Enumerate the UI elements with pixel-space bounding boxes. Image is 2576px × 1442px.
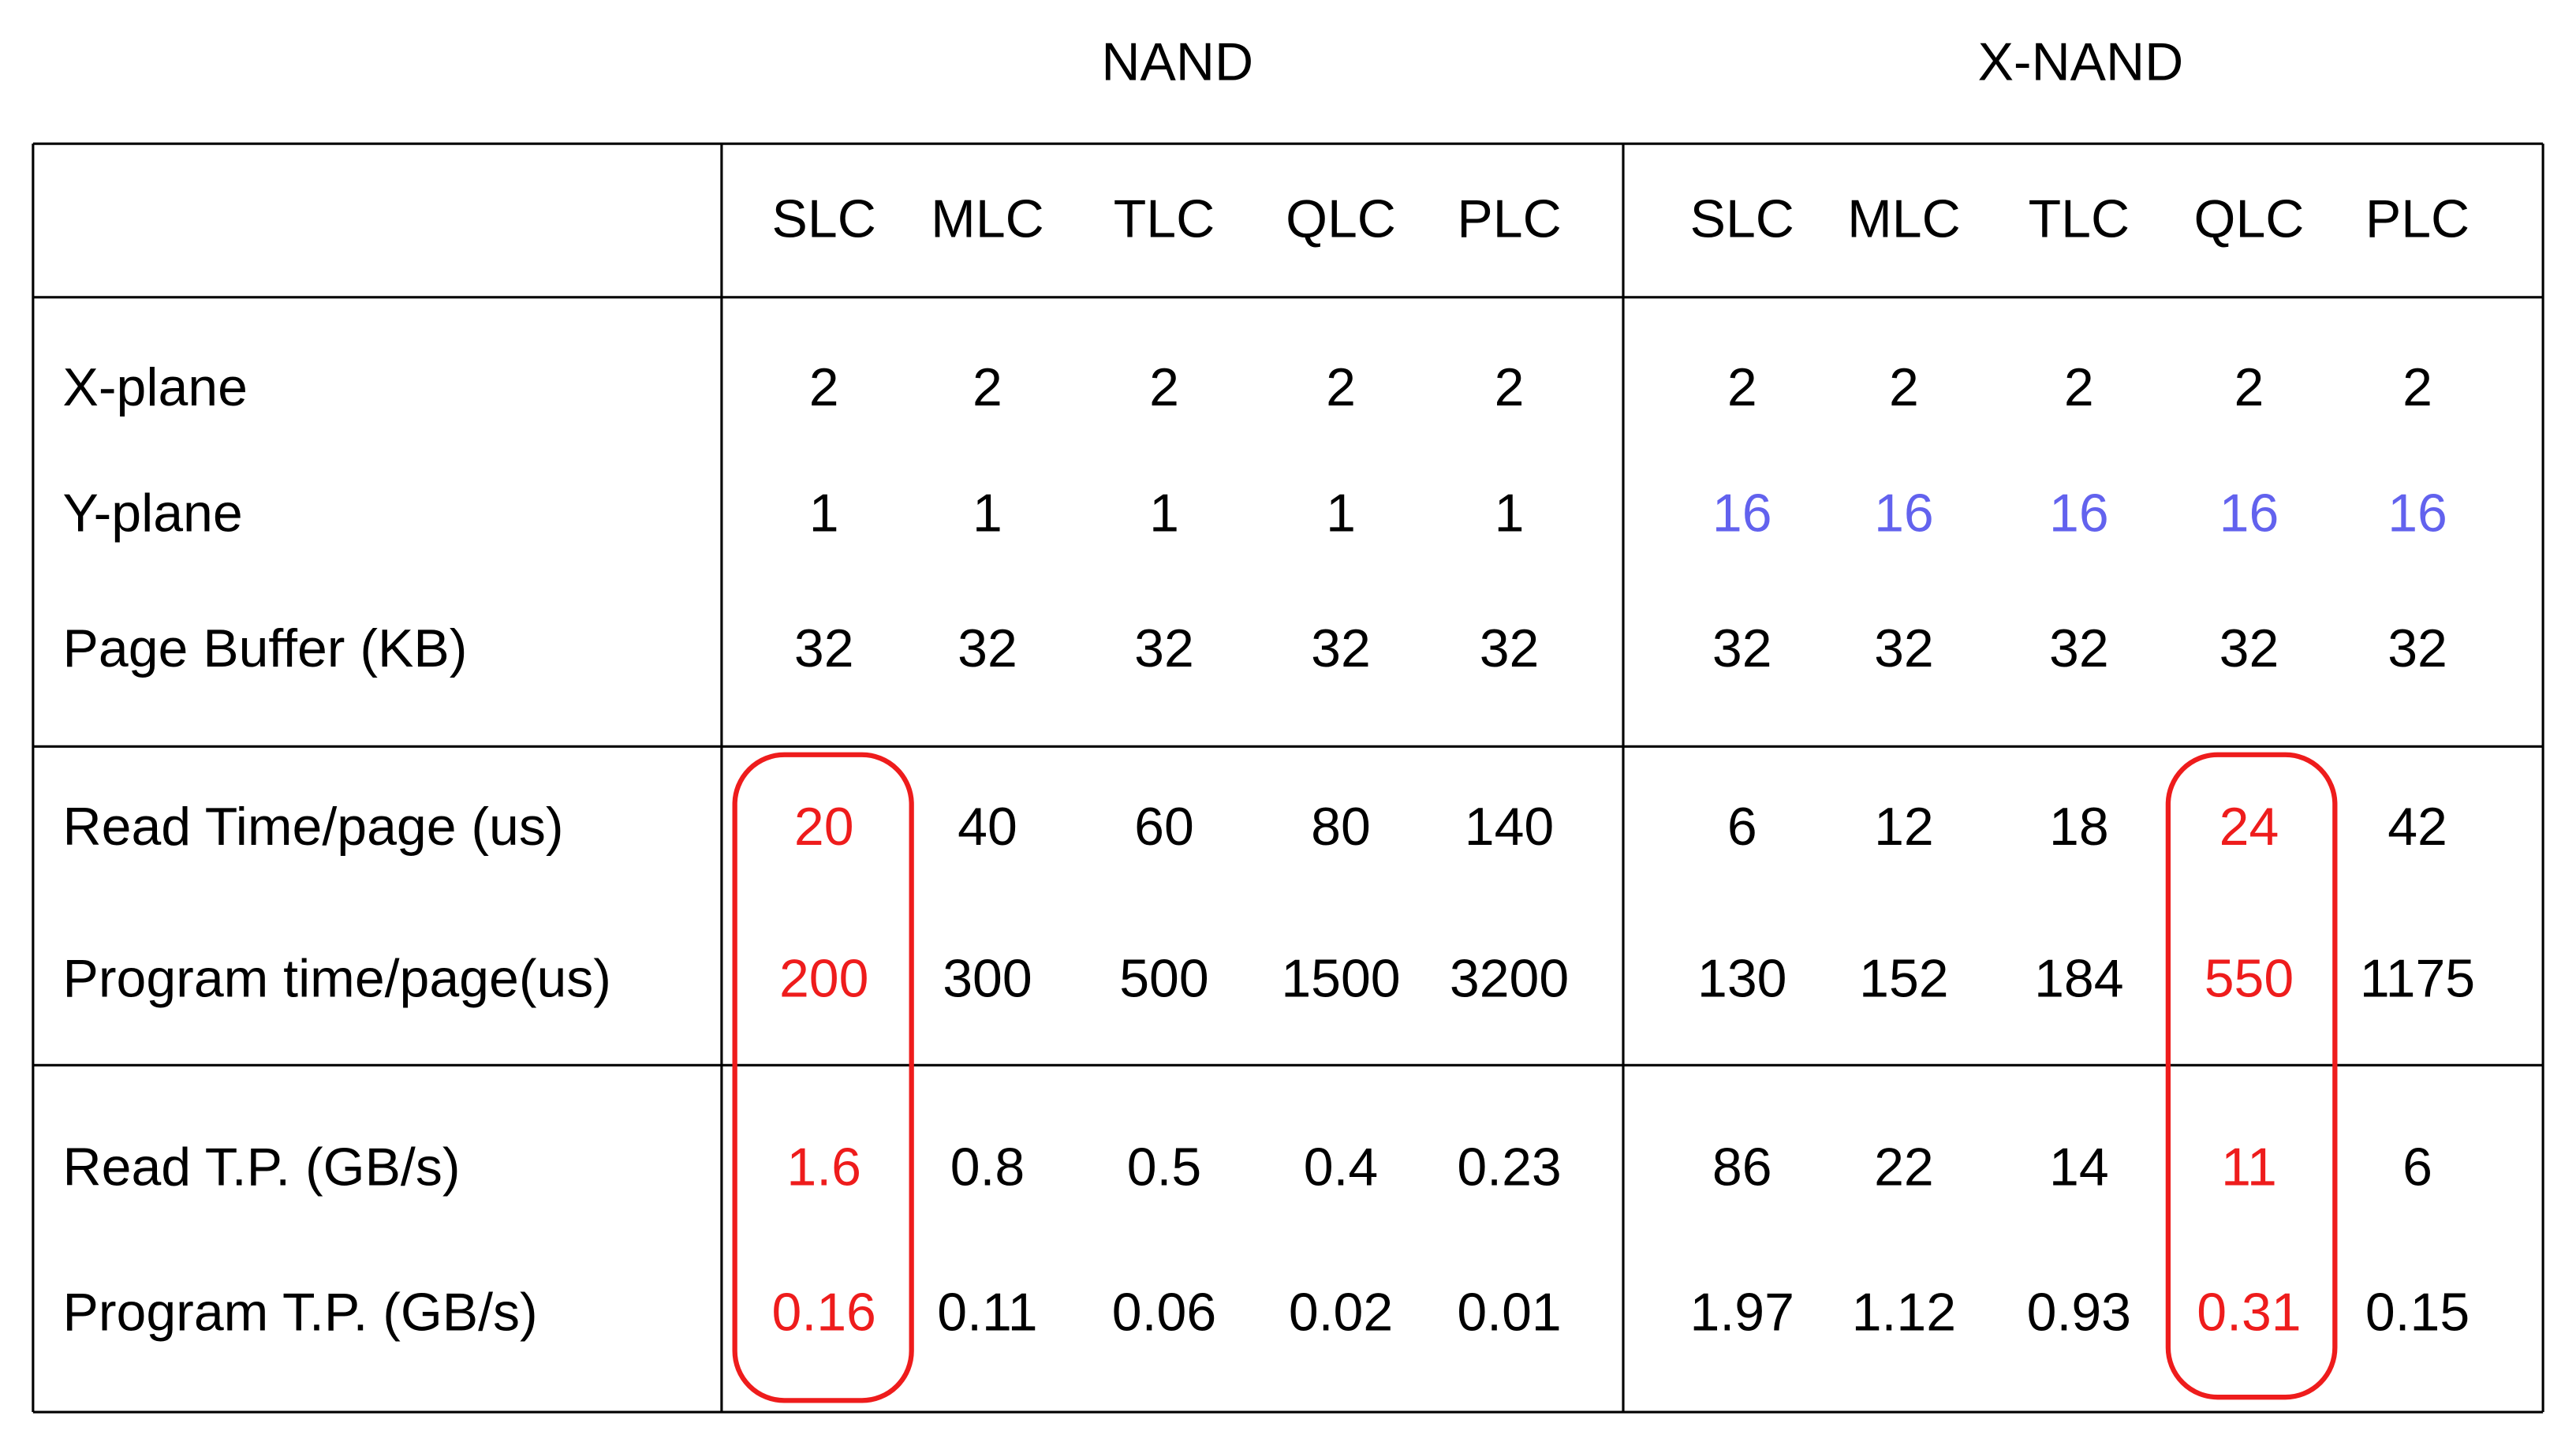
cell-value: 0.02	[1289, 1283, 1393, 1343]
cell-value: 1	[1326, 483, 1356, 543]
cell-value: 300	[943, 949, 1032, 1009]
cell-value: 0.16	[772, 1283, 876, 1343]
cell-value: 2	[809, 357, 839, 417]
column-header: SLC	[772, 189, 876, 249]
column-header: TLC	[2029, 189, 2130, 249]
cell-value: 32	[794, 618, 854, 678]
cell-value: 0.06	[1112, 1283, 1216, 1343]
cell-value: 2	[2402, 357, 2432, 417]
column-header: PLC	[2365, 189, 2470, 249]
group-title: NAND	[1101, 32, 1253, 92]
row-label: Read Time/page (us)	[63, 797, 564, 857]
row-label: Program T.P. (GB/s)	[63, 1283, 538, 1343]
cell-value: 1.6	[786, 1137, 861, 1197]
cell-value: 2	[1727, 357, 1757, 417]
cell-value: 16	[2219, 483, 2279, 543]
cell-value: 1175	[2360, 949, 2475, 1009]
row-label: Program time/page(us)	[63, 949, 611, 1009]
cell-value: 0.01	[1457, 1283, 1561, 1343]
cell-value: 32	[1311, 618, 1371, 678]
cell-value: 32	[1712, 618, 1772, 678]
column-header: PLC	[1457, 189, 1561, 249]
cell-value: 2	[2234, 357, 2264, 417]
cell-value: 140	[1465, 797, 1554, 857]
cell-value: 80	[1311, 797, 1371, 857]
cell-value: 32	[1134, 618, 1194, 678]
cell-value: 0.11	[937, 1283, 1037, 1343]
highlight-box	[2165, 752, 2338, 1400]
cell-value: 42	[2387, 797, 2447, 857]
cell-value: 1	[973, 483, 1002, 543]
cell-value: 0.31	[2197, 1283, 2301, 1343]
group-title: X-NAND	[1978, 32, 2184, 92]
row-label: X-plane	[63, 357, 248, 417]
row-label: Y-plane	[63, 483, 243, 543]
column-header: MLC	[1847, 189, 1961, 249]
cell-value: 2	[1149, 357, 1179, 417]
cell-value: 1.12	[1852, 1283, 1956, 1343]
cell-value: 32	[2049, 618, 2109, 678]
cell-value: 500	[1119, 949, 1208, 1009]
cell-value: 130	[1697, 949, 1786, 1009]
cell-value: 550	[2205, 949, 2294, 1009]
cell-value: 0.93	[2027, 1283, 2131, 1343]
cell-value: 152	[1859, 949, 1948, 1009]
cell-value: 2	[1326, 357, 1356, 417]
cell-value: 32	[958, 618, 1017, 678]
column-header: TLC	[1114, 189, 1215, 249]
row-label: Read T.P. (GB/s)	[63, 1137, 461, 1197]
cell-value: 14	[2049, 1137, 2109, 1197]
cell-value: 11	[2221, 1137, 2277, 1197]
cell-value: 1	[1495, 483, 1525, 543]
row-label: Page Buffer (KB)	[63, 618, 468, 678]
column-header: MLC	[931, 189, 1044, 249]
cell-value: 32	[1480, 618, 1540, 678]
cell-value: 32	[2219, 618, 2279, 678]
column-header: QLC	[2194, 189, 2305, 249]
column-header: SLC	[1690, 189, 1794, 249]
highlight-box	[732, 752, 914, 1403]
cell-value: 1.97	[1690, 1283, 1794, 1343]
cell-value: 1	[809, 483, 839, 543]
cell-value: 24	[2219, 797, 2279, 857]
cell-value: 16	[1874, 483, 1934, 543]
cell-value: 184	[2034, 949, 2123, 1009]
cell-value: 1	[1149, 483, 1179, 543]
cell-value: 3200	[1450, 949, 1569, 1009]
cell-value: 0.23	[1457, 1137, 1561, 1197]
cell-value: 6	[1727, 797, 1757, 857]
cell-value: 2	[2064, 357, 2094, 417]
cell-value: 86	[1712, 1137, 1772, 1197]
cell-value: 0.8	[950, 1137, 1025, 1197]
cell-value: 2	[1889, 357, 1919, 417]
cell-value: 16	[2387, 483, 2447, 543]
cell-value: 6	[2402, 1137, 2432, 1197]
cell-value: 0.4	[1304, 1137, 1379, 1197]
cell-value: 60	[1134, 797, 1194, 857]
cell-value: 0.5	[1127, 1137, 1202, 1197]
cell-value: 0.15	[2365, 1283, 2470, 1343]
column-header: QLC	[1286, 189, 1396, 249]
cell-value: 32	[2387, 618, 2447, 678]
cell-value: 18	[2049, 797, 2109, 857]
cell-value: 22	[1874, 1137, 1934, 1197]
cell-value: 12	[1874, 797, 1934, 857]
cell-value: 16	[1712, 483, 1772, 543]
cell-value: 2	[1495, 357, 1525, 417]
cell-value: 1500	[1281, 949, 1400, 1009]
cell-value: 200	[779, 949, 868, 1009]
cell-value: 20	[794, 797, 854, 857]
cell-value: 40	[958, 797, 1017, 857]
cell-value: 2	[973, 357, 1002, 417]
cell-value: 16	[2049, 483, 2109, 543]
cell-value: 32	[1874, 618, 1934, 678]
